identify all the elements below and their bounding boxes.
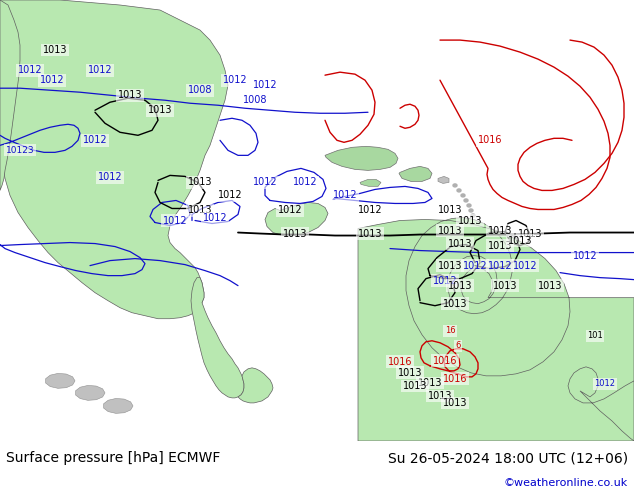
Text: 1013: 1013 bbox=[188, 205, 212, 216]
Text: 1013: 1013 bbox=[398, 368, 422, 378]
Text: 1012: 1012 bbox=[217, 191, 242, 200]
Text: 1012: 1012 bbox=[595, 379, 616, 389]
Text: 101: 101 bbox=[587, 331, 603, 340]
Text: 1012: 1012 bbox=[82, 135, 107, 146]
Polygon shape bbox=[325, 147, 398, 171]
Polygon shape bbox=[238, 368, 273, 403]
Ellipse shape bbox=[471, 214, 475, 217]
Text: 1012: 1012 bbox=[513, 261, 537, 270]
Text: 1013: 1013 bbox=[538, 281, 562, 291]
Polygon shape bbox=[0, 0, 228, 318]
Text: 1013: 1013 bbox=[118, 90, 142, 100]
Polygon shape bbox=[360, 179, 381, 186]
Text: 1012: 1012 bbox=[163, 216, 187, 225]
Text: 1013: 1013 bbox=[458, 216, 482, 225]
Text: 1013: 1013 bbox=[448, 281, 472, 291]
Text: 1012: 1012 bbox=[278, 205, 302, 216]
Text: 1013: 1013 bbox=[188, 177, 212, 187]
Text: Su 26-05-2024 18:00 UTC (12+06): Su 26-05-2024 18:00 UTC (12+06) bbox=[387, 451, 628, 465]
Text: 1013: 1013 bbox=[437, 261, 462, 270]
Text: 1012: 1012 bbox=[87, 65, 112, 75]
Text: 1012: 1012 bbox=[333, 191, 358, 200]
Text: 1012: 1012 bbox=[253, 80, 277, 90]
Ellipse shape bbox=[457, 189, 461, 192]
Text: 16: 16 bbox=[444, 326, 455, 335]
Text: 1012: 1012 bbox=[98, 172, 122, 182]
Text: 1016: 1016 bbox=[443, 374, 467, 384]
Ellipse shape bbox=[464, 199, 468, 202]
Text: 1012: 1012 bbox=[40, 75, 64, 85]
Text: 1013: 1013 bbox=[42, 45, 67, 55]
Text: 6: 6 bbox=[455, 341, 461, 350]
Text: 1016: 1016 bbox=[433, 356, 457, 366]
Text: 1013: 1013 bbox=[508, 236, 533, 245]
Text: ©weatheronline.co.uk: ©weatheronline.co.uk bbox=[503, 478, 628, 488]
Text: 1008: 1008 bbox=[243, 95, 268, 105]
Text: 1013: 1013 bbox=[428, 391, 452, 401]
Text: 1012: 1012 bbox=[488, 261, 512, 270]
Text: 1013: 1013 bbox=[448, 239, 472, 248]
Polygon shape bbox=[46, 373, 75, 388]
Text: 1012: 1012 bbox=[463, 261, 488, 270]
Text: 1013: 1013 bbox=[437, 225, 462, 236]
Text: 1008: 1008 bbox=[188, 85, 212, 95]
Text: 1013: 1013 bbox=[518, 228, 542, 239]
Polygon shape bbox=[265, 202, 328, 236]
Polygon shape bbox=[103, 398, 133, 414]
Text: 1013: 1013 bbox=[443, 398, 467, 408]
Text: 1012: 1012 bbox=[223, 75, 247, 85]
Polygon shape bbox=[358, 218, 634, 441]
Polygon shape bbox=[191, 278, 244, 398]
Polygon shape bbox=[0, 0, 20, 191]
Text: 1012: 1012 bbox=[253, 177, 277, 187]
Text: 1013: 1013 bbox=[443, 299, 467, 309]
Text: 1013: 1013 bbox=[488, 225, 512, 236]
Text: 1013: 1013 bbox=[488, 241, 512, 250]
Text: 1012: 1012 bbox=[358, 205, 382, 216]
Text: 1016: 1016 bbox=[388, 357, 412, 367]
Text: 1013: 1013 bbox=[437, 205, 462, 216]
Polygon shape bbox=[438, 176, 449, 183]
Text: 1012: 1012 bbox=[18, 65, 42, 75]
Text: 1013: 1013 bbox=[283, 228, 307, 239]
Text: 10123: 10123 bbox=[6, 146, 34, 155]
Text: Surface pressure [hPa] ECMWF: Surface pressure [hPa] ECMWF bbox=[6, 451, 221, 465]
Ellipse shape bbox=[461, 194, 465, 197]
Text: 1012: 1012 bbox=[203, 214, 228, 223]
Text: 1012: 1012 bbox=[432, 276, 457, 286]
Text: 1013: 1013 bbox=[148, 105, 172, 115]
Text: 1013: 1013 bbox=[403, 381, 427, 391]
Text: 1016: 1016 bbox=[478, 135, 502, 146]
Polygon shape bbox=[568, 367, 634, 441]
Ellipse shape bbox=[467, 204, 471, 207]
Polygon shape bbox=[399, 167, 432, 181]
Text: 1013: 1013 bbox=[358, 228, 382, 239]
Text: 1013: 1013 bbox=[418, 378, 443, 388]
Text: 1012: 1012 bbox=[573, 250, 597, 261]
Text: 1013: 1013 bbox=[493, 281, 517, 291]
Polygon shape bbox=[75, 386, 105, 400]
Ellipse shape bbox=[453, 184, 457, 187]
Text: 1012: 1012 bbox=[293, 177, 317, 187]
Ellipse shape bbox=[469, 209, 473, 212]
